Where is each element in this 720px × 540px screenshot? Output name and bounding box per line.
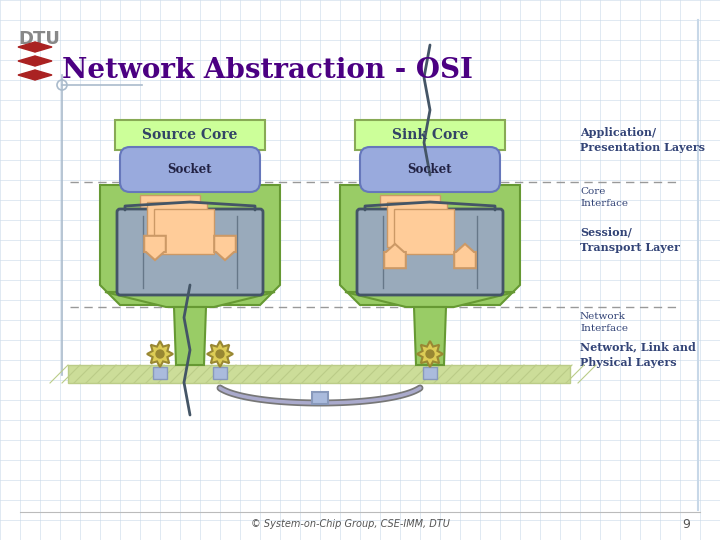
Polygon shape — [384, 244, 406, 268]
Polygon shape — [153, 367, 167, 379]
Polygon shape — [207, 341, 233, 367]
Polygon shape — [144, 236, 166, 260]
Polygon shape — [414, 307, 446, 365]
Polygon shape — [18, 42, 35, 52]
Text: Socket: Socket — [408, 163, 452, 176]
Circle shape — [216, 350, 224, 358]
Text: Network
Interface: Network Interface — [580, 312, 628, 333]
FancyBboxPatch shape — [360, 147, 500, 192]
Text: 9: 9 — [682, 517, 690, 530]
Polygon shape — [394, 209, 454, 254]
Polygon shape — [35, 70, 52, 80]
Polygon shape — [213, 367, 227, 379]
Text: Source Core: Source Core — [143, 128, 238, 142]
Polygon shape — [345, 292, 515, 307]
Text: Network, Link and
Physical Layers: Network, Link and Physical Layers — [580, 342, 696, 368]
FancyBboxPatch shape — [355, 120, 505, 150]
Polygon shape — [454, 244, 476, 268]
Polygon shape — [154, 209, 214, 254]
Polygon shape — [35, 42, 52, 52]
Polygon shape — [18, 56, 35, 66]
Polygon shape — [18, 70, 35, 80]
Circle shape — [156, 350, 164, 358]
Polygon shape — [417, 341, 443, 367]
Text: DTU: DTU — [18, 30, 60, 48]
Polygon shape — [147, 202, 207, 247]
Polygon shape — [174, 307, 206, 365]
Polygon shape — [140, 195, 200, 240]
Circle shape — [426, 350, 434, 358]
Text: Core
Interface: Core Interface — [580, 187, 628, 208]
Text: Application/
Presentation Layers: Application/ Presentation Layers — [580, 127, 705, 153]
FancyBboxPatch shape — [120, 147, 260, 192]
Polygon shape — [105, 292, 275, 307]
FancyBboxPatch shape — [115, 120, 265, 150]
Polygon shape — [387, 202, 447, 247]
Polygon shape — [35, 56, 52, 66]
Text: Sink Core: Sink Core — [392, 128, 468, 142]
FancyBboxPatch shape — [117, 209, 263, 295]
Polygon shape — [380, 195, 440, 240]
Polygon shape — [147, 341, 173, 367]
Text: Network Abstraction - OSI: Network Abstraction - OSI — [62, 57, 473, 84]
Polygon shape — [340, 185, 520, 305]
Polygon shape — [423, 367, 437, 379]
Polygon shape — [312, 392, 328, 404]
Polygon shape — [68, 365, 570, 383]
FancyBboxPatch shape — [357, 209, 503, 295]
Text: © System-on-Chip Group, CSE-IMM, DTU: © System-on-Chip Group, CSE-IMM, DTU — [251, 519, 449, 529]
Polygon shape — [100, 185, 280, 305]
Polygon shape — [215, 236, 236, 260]
Text: Session/
Transport Layer: Session/ Transport Layer — [580, 227, 680, 253]
Text: Socket: Socket — [168, 163, 212, 176]
